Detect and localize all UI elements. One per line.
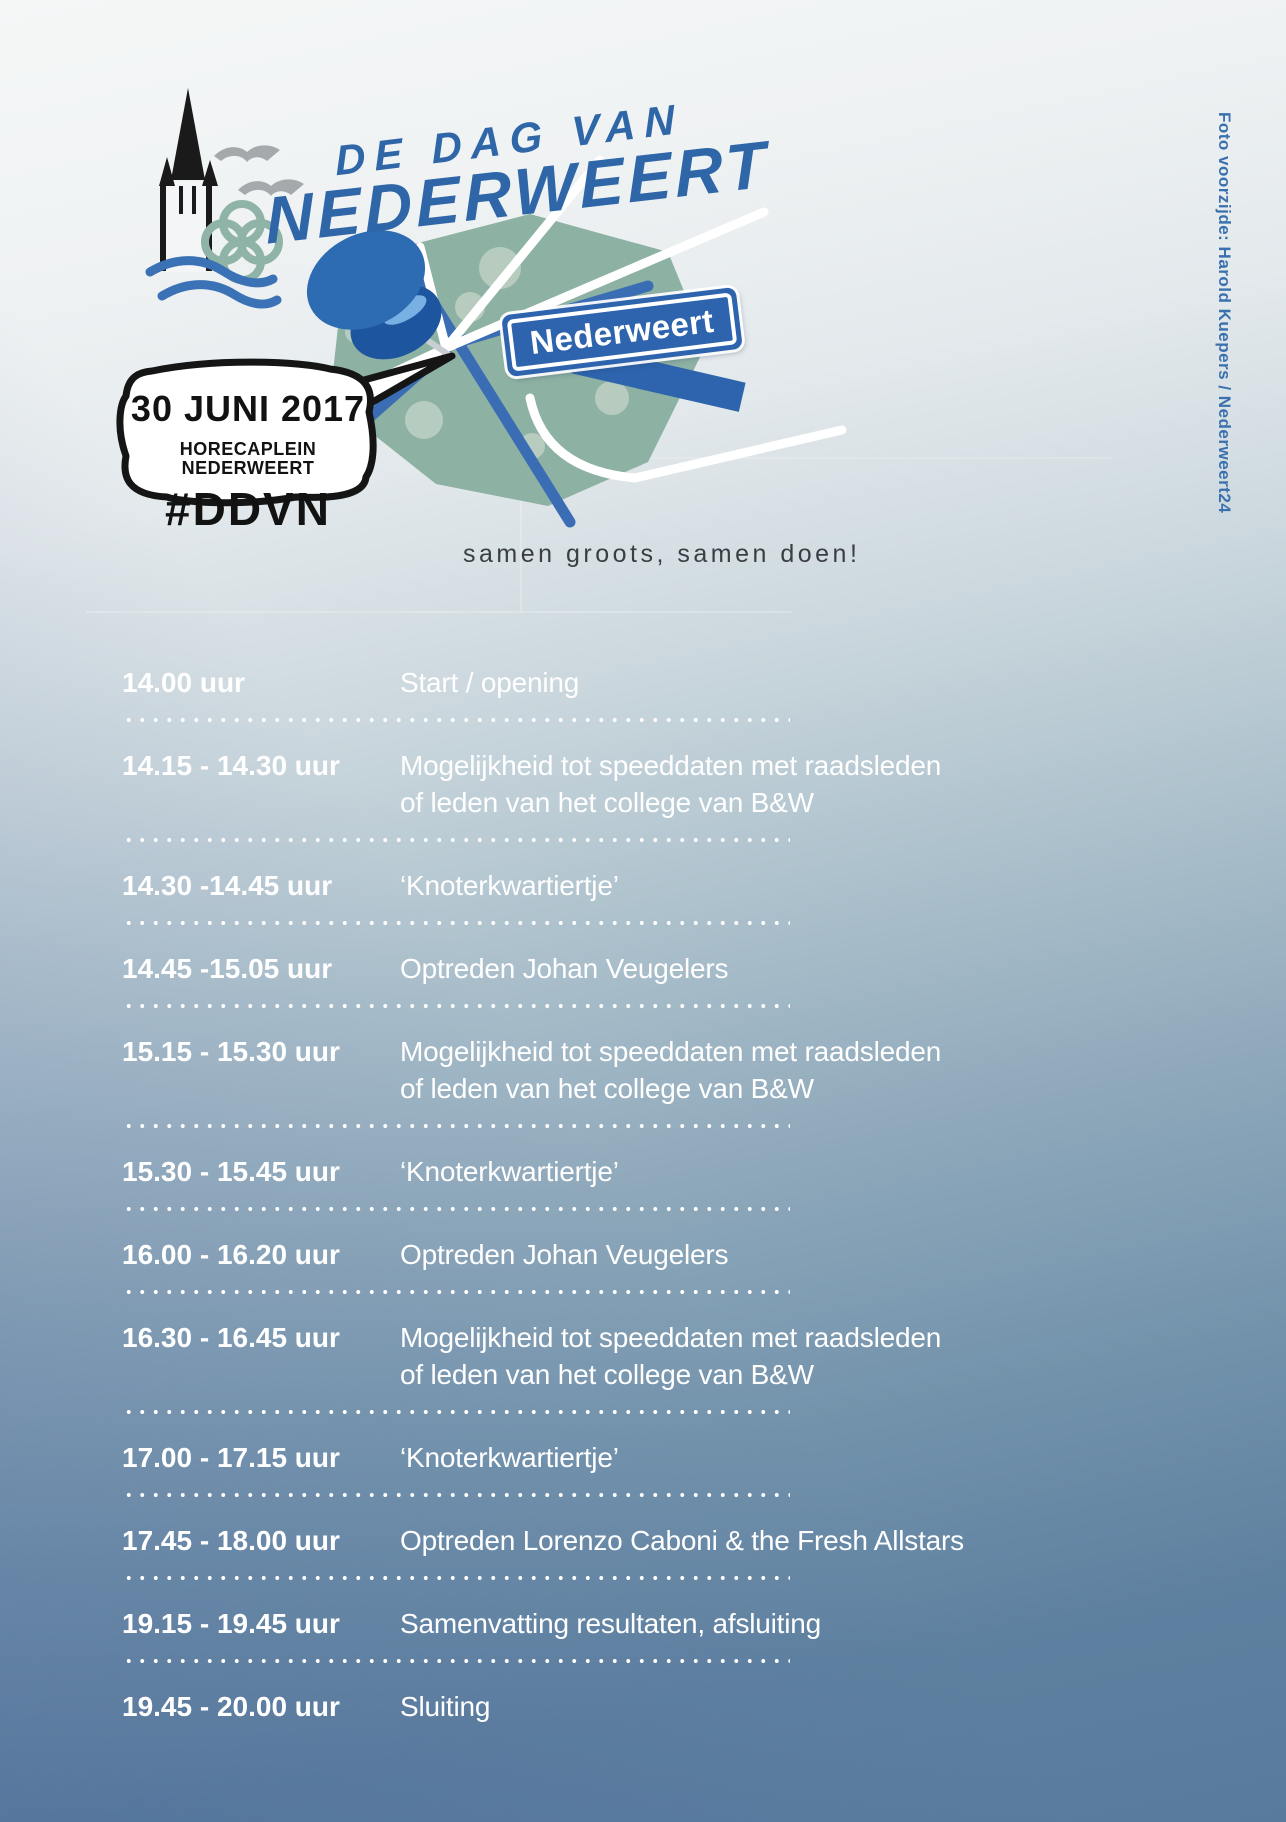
dotted-divider: [122, 838, 790, 842]
schedule-time: 15.30 - 15.45 uur: [122, 1156, 340, 1187]
schedule-description: Optreden Johan Veugelers: [400, 953, 729, 984]
schedule-description: Mogelijkheid tot speeddaten met raadsled…: [400, 1036, 942, 1104]
schedule-time: 19.45 - 20.00 uur: [122, 1691, 340, 1722]
schedule-description: Optreden Lorenzo Caboni & the Fresh Alls…: [400, 1525, 964, 1556]
waves-icon: [145, 256, 282, 309]
schedule-row: 15.30 - 15.45 uur ‘Knoterkwartiertje’: [122, 1153, 1002, 1190]
schedule-row: 14.00 uur Start / opening: [122, 664, 1002, 701]
dotted-divider: [122, 1124, 790, 1128]
dotted-divider: [122, 1410, 790, 1414]
street-sign-label: Nederweert: [527, 301, 716, 362]
event-location: HORECAPLEIN NEDERWEERT: [179, 438, 317, 479]
schedule-time: 14.45 -15.05 uur: [122, 953, 333, 984]
tagline: samen groots, samen doen!: [463, 540, 861, 568]
dotted-divider: [122, 1659, 790, 1663]
schedule-row: 17.00 - 17.15 uur ‘Knoterkwartiertje’: [122, 1439, 1002, 1476]
schedule-description: ‘Knoterkwartiertje’: [400, 1442, 619, 1473]
schedule-description: Mogelijkheid tot speeddaten met raadsled…: [400, 750, 942, 818]
schedule-time: 17.45 - 18.00 uur: [122, 1525, 340, 1556]
photo-credit-vertical: Foto voorzijde: Harold Kuepers / Nederwe…: [1215, 112, 1234, 514]
schedule-description: ‘Knoterkwartiertje’: [400, 1156, 619, 1187]
dotted-divider: [122, 1207, 790, 1211]
schedule-time: 19.15 - 19.45 uur: [122, 1608, 340, 1639]
schedule-time: 14.00 uur: [122, 667, 245, 698]
schedule-time: 14.15 - 14.30 uur: [122, 750, 340, 781]
dotted-divider: [122, 1493, 790, 1497]
schedule-row: 19.45 - 20.00 uur Sluiting: [122, 1688, 1002, 1725]
schedule-row: 14.15 - 14.30 uur Mogelijkheid tot speedd…: [122, 747, 1002, 821]
speech-bubble-text: 30 JUNI 2017 HORECAPLEIN NEDERWEERT #DDV…: [128, 389, 368, 535]
schedule-row: 16.00 - 16.20 uur Optreden Johan Veugeler…: [122, 1236, 1002, 1273]
schedule-row: 15.15 - 15.30 uur Mogelijkheid tot speedd…: [122, 1033, 1002, 1107]
dotted-divider: [122, 718, 790, 722]
map-forest-dots: [345, 247, 629, 459]
schedule-time: 14.30 -14.45 uur: [122, 870, 333, 901]
schedule-list: 14.00 uur Start / opening 14.15 - 14.30 uu…: [122, 664, 1002, 1725]
schedule-row: 17.45 - 18.00 uur Optreden Lorenzo Caboni…: [122, 1522, 1002, 1559]
dotted-divider: [122, 921, 790, 925]
schedule-description: Mogelijkheid tot speeddaten met raadsled…: [400, 1322, 942, 1390]
schedule-row: 14.30 -14.45 uur ‘Knoterkwartiertje’: [122, 867, 1002, 904]
schedule-row: 14.45 -15.05 uur Optreden Johan Veugelers: [122, 950, 1002, 987]
schedule-time: 16.30 - 16.45 uur: [122, 1322, 340, 1353]
event-date: 30 JUNI 2017: [130, 388, 366, 429]
schedule-row: 16.30 - 16.45 uur Mogelijkheid tot speedd…: [122, 1319, 1002, 1393]
speech-bubble: [116, 352, 456, 507]
schedule-description: ‘Knoterkwartiertje’: [400, 870, 619, 901]
schedule-time: 16.00 - 16.20 uur: [122, 1239, 340, 1270]
clover-icon: [201, 200, 283, 284]
schedule-time: 17.00 - 17.15 uur: [122, 1442, 340, 1473]
event-hashtag: #DDVN: [165, 483, 331, 536]
schedule-description: Sluiting: [400, 1691, 491, 1722]
dotted-divider: [122, 1004, 790, 1008]
schedule-description: Start / opening: [400, 667, 580, 698]
schedule-time: 15.15 - 15.30 uur: [122, 1036, 340, 1067]
dotted-divider: [122, 1576, 790, 1580]
schedule-description: Samenvatting resultaten, afsluiting: [400, 1608, 822, 1639]
dotted-divider: [122, 1290, 790, 1294]
birds-icon: [214, 145, 304, 196]
schedule-row: 19.15 - 19.45 uur Samenvatting resultaten…: [122, 1605, 1002, 1642]
schedule-description: Optreden Johan Veugelers: [400, 1239, 729, 1270]
pushpin-icon: [306, 230, 455, 360]
